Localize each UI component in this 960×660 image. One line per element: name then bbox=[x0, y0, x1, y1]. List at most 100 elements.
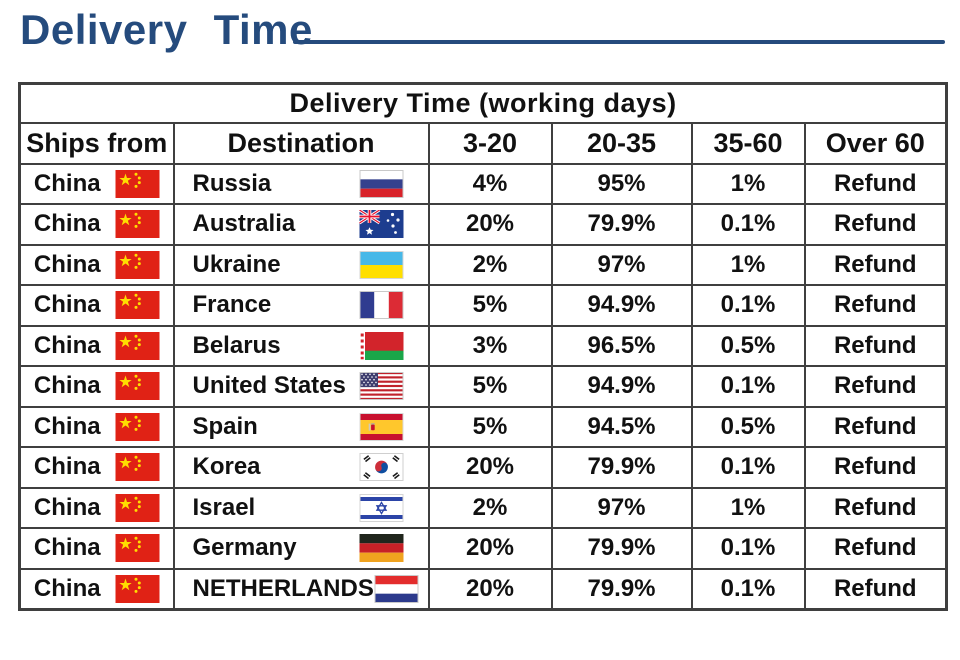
china-flag-icon bbox=[115, 331, 160, 360]
value-over-60: Refund bbox=[803, 527, 948, 570]
ships-from-label: China bbox=[33, 372, 101, 400]
table-row: China Russia 4% 95% 1% Refund bbox=[18, 162, 948, 205]
ships-from-cell: China bbox=[18, 527, 175, 570]
ships-from-label: China bbox=[33, 534, 101, 562]
china-flag-icon bbox=[115, 250, 160, 279]
value-35-60: 0.1% bbox=[690, 567, 806, 611]
destination-cell: Australia bbox=[172, 203, 430, 246]
china-flag-icon bbox=[115, 493, 160, 522]
korea-flag-icon bbox=[359, 453, 404, 482]
ships-from-content: China bbox=[21, 165, 173, 204]
ships-from-cell: China bbox=[18, 446, 175, 489]
destination-cell: Belarus bbox=[172, 324, 430, 367]
value-20-35: 79.9% bbox=[550, 203, 693, 246]
australia-flag-icon bbox=[358, 210, 404, 239]
value-3-20: 5% bbox=[427, 405, 553, 448]
value-20-35: 95% bbox=[550, 162, 693, 205]
destination-cell: Israel bbox=[172, 486, 430, 529]
destination-content: NETHERLANDS bbox=[175, 570, 428, 609]
destination-label: Russia bbox=[192, 169, 272, 197]
destination-cell: Ukraine bbox=[172, 243, 430, 286]
value-over-60: Refund bbox=[803, 284, 948, 327]
china-flag-icon bbox=[115, 412, 160, 441]
destination-cell: Germany bbox=[172, 527, 430, 570]
value-35-60: 0.1% bbox=[690, 365, 806, 408]
ships-from-label: China bbox=[33, 493, 101, 521]
ships-from-content: China bbox=[21, 570, 173, 609]
destination-content: Belarus bbox=[175, 327, 428, 366]
destination-label: Australia bbox=[192, 210, 296, 238]
value-over-60: Refund bbox=[803, 486, 948, 529]
ships-from-cell: China bbox=[18, 162, 175, 205]
destination-content: Australia bbox=[175, 205, 428, 244]
destination-label: Ukraine bbox=[192, 250, 281, 278]
destination-content: Spain bbox=[175, 408, 428, 447]
value-35-60: 1% bbox=[690, 162, 806, 205]
france-flag-icon bbox=[359, 291, 404, 320]
table-title-row: Delivery Time (working days) bbox=[18, 82, 948, 124]
ships-from-label: China bbox=[33, 169, 101, 197]
destination-label: Belarus bbox=[192, 331, 281, 359]
value-over-60: Refund bbox=[803, 567, 948, 611]
value-35-60: 0.5% bbox=[690, 405, 806, 448]
ships-from-label: China bbox=[33, 574, 101, 602]
table-row: China Korea 20% 79.9% 0.1% Refund bbox=[18, 446, 948, 489]
table-row: China Israel 2% 97% 1% Refund bbox=[18, 486, 948, 529]
column-header-20-35: 20-35 bbox=[550, 121, 693, 165]
china-flag-icon bbox=[115, 291, 160, 320]
ships-from-cell: China bbox=[18, 567, 175, 611]
ships-from-label: China bbox=[33, 453, 101, 481]
ships-from-label: China bbox=[33, 412, 101, 440]
value-35-60: 0.1% bbox=[690, 446, 806, 489]
value-3-20: 3% bbox=[427, 324, 553, 367]
value-over-60: Refund bbox=[803, 446, 948, 489]
column-header-35-60: 35-60 bbox=[690, 121, 806, 165]
value-20-35: 79.9% bbox=[550, 567, 693, 611]
ships-from-cell: China bbox=[18, 324, 175, 367]
value-3-20: 20% bbox=[427, 527, 553, 570]
destination-cell: NETHERLANDS bbox=[172, 567, 430, 611]
usa-flag-icon bbox=[359, 372, 404, 401]
value-20-35: 97% bbox=[550, 486, 693, 529]
table-row: China Ukraine 2% 97% 1% Refund bbox=[18, 243, 948, 286]
ships-from-content: China bbox=[21, 408, 173, 447]
china-flag-icon bbox=[115, 372, 160, 401]
value-20-35: 97% bbox=[550, 243, 693, 286]
destination-content: Ukraine bbox=[175, 246, 428, 285]
ships-from-content: China bbox=[21, 448, 173, 487]
ships-from-content: China bbox=[21, 205, 173, 244]
ships-from-cell: China bbox=[18, 365, 175, 408]
table-row: China United States 5% 94.9% 0.1% Refund bbox=[18, 365, 948, 408]
value-3-20: 20% bbox=[427, 567, 553, 611]
destination-content: Russia bbox=[175, 165, 428, 204]
destination-cell: United States bbox=[172, 365, 430, 408]
page-title: Delivery Time bbox=[20, 6, 313, 53]
page-header: Delivery Time bbox=[0, 0, 960, 72]
column-header-over-60: Over 60 bbox=[803, 121, 948, 165]
destination-cell: Korea bbox=[172, 446, 430, 489]
ships-from-content: China bbox=[21, 286, 173, 325]
value-3-20: 5% bbox=[427, 284, 553, 327]
value-35-60: 1% bbox=[690, 486, 806, 529]
table-row: China Belarus 3% 96.5% 0.5% Refund bbox=[18, 324, 948, 367]
destination-label: Germany bbox=[192, 534, 297, 562]
ships-from-cell: China bbox=[18, 243, 175, 286]
destination-label: France bbox=[192, 291, 272, 319]
germany-flag-icon bbox=[359, 534, 404, 563]
ships-from-cell: China bbox=[18, 405, 175, 448]
value-20-35: 94.9% bbox=[550, 284, 693, 327]
table-row: China Spain 5% 94.5% 0.5% Refund bbox=[18, 405, 948, 448]
value-20-35: 94.5% bbox=[550, 405, 693, 448]
table-row: China Australia 20% 79.9% 0.1% Refund bbox=[18, 203, 948, 246]
column-header-3-20: 3-20 bbox=[427, 121, 553, 165]
china-flag-icon bbox=[115, 169, 160, 198]
table-row: China Germany 20% 79.9% 0.1% Refund bbox=[18, 527, 948, 570]
value-35-60: 0.1% bbox=[690, 527, 806, 570]
destination-content: France bbox=[175, 286, 428, 325]
table-title: Delivery Time (working days) bbox=[18, 82, 948, 124]
value-20-35: 79.9% bbox=[550, 446, 693, 489]
table-header-row: Ships from Destination 3-20 20-35 35-60 … bbox=[18, 121, 948, 165]
destination-label: Israel bbox=[192, 493, 256, 521]
value-3-20: 2% bbox=[427, 486, 553, 529]
ships-from-content: China bbox=[21, 489, 173, 528]
